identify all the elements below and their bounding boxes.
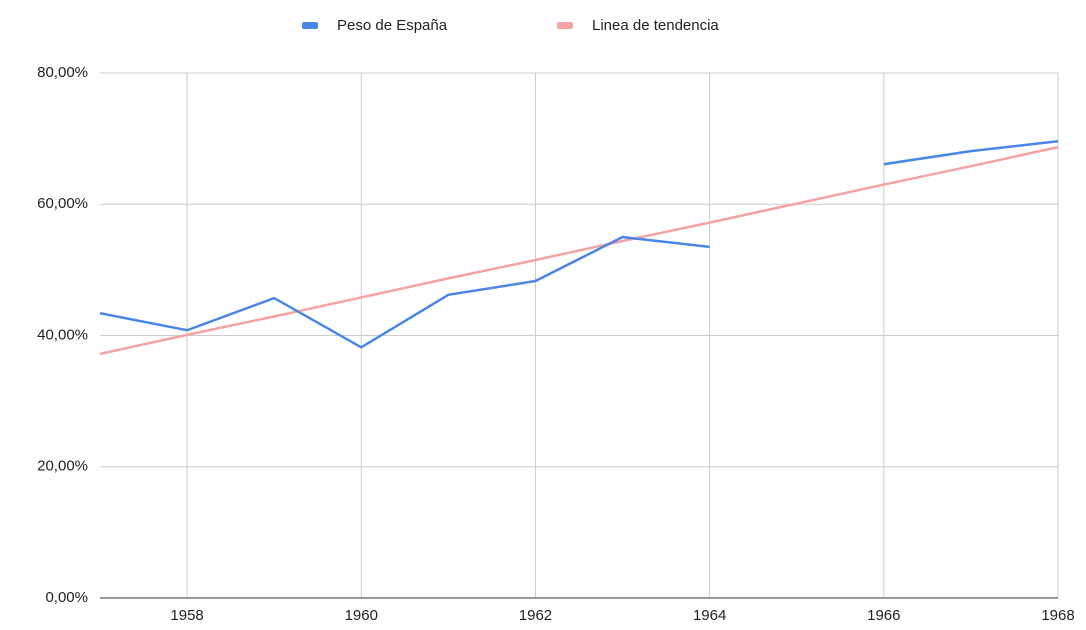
legend-label: Linea de tendencia xyxy=(592,17,719,34)
series-line xyxy=(99,145,1059,356)
legend-swatch xyxy=(557,22,573,29)
y-tick-label: 60,00% xyxy=(37,195,88,212)
legend-swatch xyxy=(302,22,318,29)
y-tick-label: 20,00% xyxy=(37,458,88,475)
y-tick-label: 0,00% xyxy=(45,589,88,606)
legend-label: Peso de España xyxy=(337,17,448,34)
y-tick-label: 40,00% xyxy=(37,326,88,343)
y-tick-label: 80,00% xyxy=(37,64,88,81)
x-tick-label: 1964 xyxy=(693,607,726,624)
x-tick-label: 1958 xyxy=(170,607,203,624)
x-tick-label: 1966 xyxy=(867,607,900,624)
x-tick-label: 1968 xyxy=(1041,607,1074,624)
x-tick-label: 1960 xyxy=(345,607,378,624)
x-tick-label: 1962 xyxy=(519,607,552,624)
series-line xyxy=(99,140,1059,349)
